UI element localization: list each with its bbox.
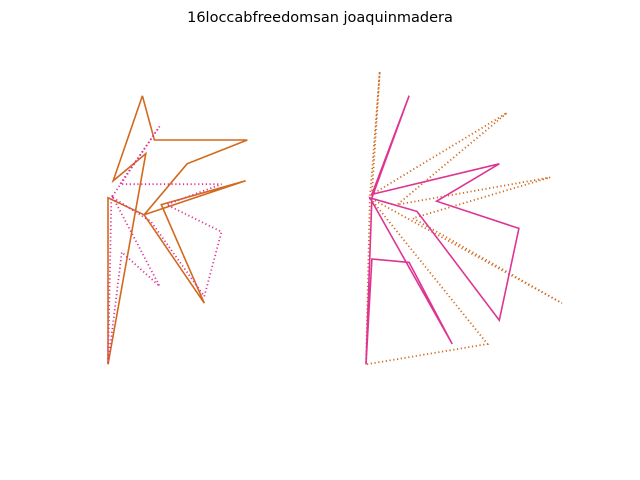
series-line-left-1-dotted	[107, 125, 223, 365]
series-line-right-1-solid	[365, 95, 520, 365]
chart-panel-right	[365, 71, 563, 366]
panels-layer	[107, 71, 563, 366]
chart-panel-left	[107, 95, 248, 365]
chart-title: 16loccabfreedomsan joaquinmadera	[187, 10, 453, 26]
series-line-left-0-solid	[107, 95, 248, 365]
series-line-right-0-dotted	[365, 71, 563, 366]
